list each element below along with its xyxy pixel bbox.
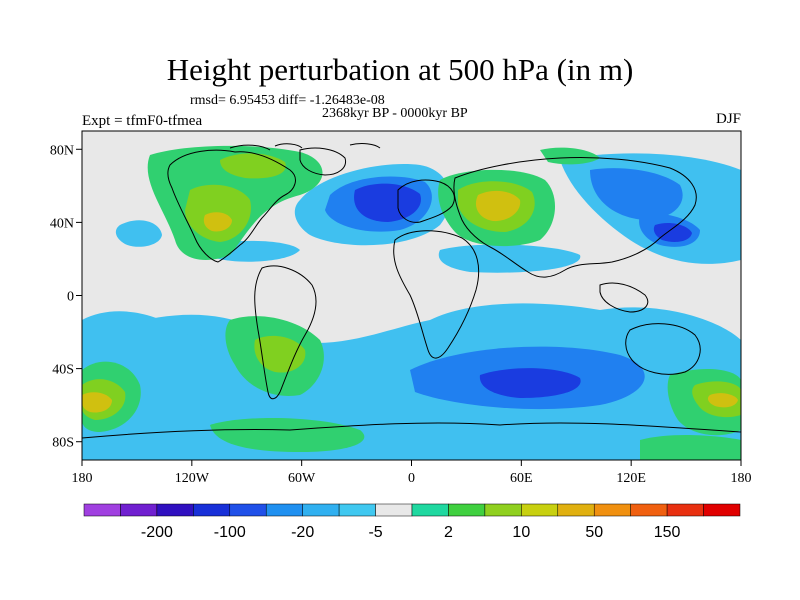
pos-high-south-pacific [82, 392, 112, 413]
coast-north-america [167, 149, 296, 263]
neg-region-west-pacific [115, 220, 162, 247]
colorbar-label: 10 [512, 524, 530, 541]
pos-mid-south-america [254, 335, 306, 373]
lat-tick-label: 40N [50, 216, 74, 231]
pos-region-pacific-north [540, 147, 600, 165]
colorbar-swatch [484, 503, 522, 517]
colorbar-swatch [156, 503, 194, 517]
colorbar-label: -100 [214, 524, 246, 541]
colorbar-swatch [120, 503, 158, 517]
colorbar-swatch [448, 503, 486, 517]
colorbar-swatch [265, 503, 303, 517]
pos-region-antarctic [210, 418, 365, 452]
lon-tick-label: 60W [288, 471, 316, 486]
colorbar-swatch [666, 503, 704, 517]
colorbar-label: 150 [654, 524, 681, 541]
neg-core-north-pacific [590, 168, 683, 220]
colorbar-swatch [630, 503, 668, 517]
coast-greenland [299, 147, 347, 176]
rmsd-stats: rmsd= 6.95453 diff= -1.26483e-08 [190, 93, 385, 108]
lon-tick-label: 120E [616, 471, 646, 486]
contour-field [82, 145, 741, 460]
colorbar-swatch [411, 503, 449, 517]
lat-tick-label: 40S [52, 363, 74, 378]
colorbar-swatch [593, 503, 631, 517]
colorbar-label: 2 [444, 524, 453, 541]
pos-high-north-america [203, 212, 232, 232]
colorbar-swatch [302, 503, 340, 517]
colorbar-swatch [338, 503, 376, 517]
lon-tick-label: 180 [72, 471, 93, 486]
experiment-label: Expt = tfmF0-tfmea [82, 113, 203, 129]
lat-tick-label: 80S [52, 436, 74, 451]
colorbar: -200 -100 -20 -5 2 10 50 150 [83, 503, 741, 541]
coast-australia [625, 323, 701, 375]
colorbar-swatch [83, 503, 121, 517]
colorbar-label: -5 [368, 524, 382, 541]
lon-tick-label: 60E [510, 471, 533, 486]
lon-tick-label: 120W [175, 471, 210, 486]
neg-deep-south-indian [479, 368, 581, 398]
lon-tick-label: 0 [408, 471, 415, 486]
colorbar-label: 50 [585, 524, 603, 541]
pos-high-west-asia [475, 190, 521, 222]
neg-deep-north-atlantic [354, 183, 421, 222]
colorbar-swatch [375, 503, 413, 517]
colorbar-label: -200 [141, 524, 173, 541]
colorbar-label: -20 [291, 524, 314, 541]
coast-arctic-islands [229, 143, 381, 151]
colorbar-swatch [703, 503, 741, 517]
coastlines [82, 143, 741, 439]
coast-se-asia [599, 282, 649, 313]
period-label: 2368kyr BP - 0000kyr BP [322, 106, 468, 121]
coast-south-america [254, 265, 317, 400]
map-title: Height perturbation at 500 hPa (in m) [166, 52, 634, 87]
colorbar-swatch [229, 503, 267, 517]
pos-region-high-south [640, 435, 741, 460]
lat-tick-label: 0 [67, 290, 74, 305]
coast-europe [397, 179, 455, 223]
pos-high-south-east [707, 393, 738, 408]
latitude-axis: 80N 40N 0 40S 80S [50, 143, 82, 451]
season-label: DJF [715, 111, 741, 127]
coast-antarctica [82, 422, 741, 439]
neg-deep-japan [653, 222, 692, 242]
colorbar-swatch [557, 503, 595, 517]
lat-tick-label: 80N [50, 143, 74, 158]
pos-mid-arctic [220, 153, 286, 179]
colorbar-swatch [193, 503, 231, 517]
coast-asia [453, 156, 697, 278]
colorbar-swatch [521, 503, 559, 517]
coast-africa [393, 230, 480, 359]
longitude-axis: 180 120W 60W 0 60E 120E 180 [72, 460, 752, 486]
lon-tick-label: 180 [731, 471, 752, 486]
